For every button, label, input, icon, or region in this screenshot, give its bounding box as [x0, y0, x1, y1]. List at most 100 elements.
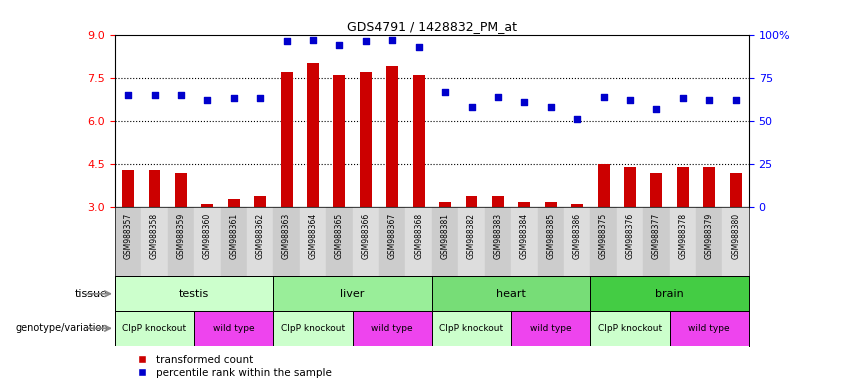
Text: GSM988362: GSM988362: [255, 213, 265, 259]
Bar: [405, 207, 431, 276]
Point: [333, 42, 346, 48]
Point: [254, 95, 267, 101]
Text: brain: brain: [655, 289, 684, 299]
Bar: [228, 199, 240, 207]
Bar: [352, 311, 431, 346]
Bar: [591, 311, 670, 346]
Text: GSM988367: GSM988367: [388, 213, 397, 259]
Text: GSM988361: GSM988361: [229, 213, 238, 259]
Bar: [273, 311, 352, 346]
Bar: [281, 72, 293, 207]
Bar: [334, 75, 346, 207]
Title: GDS4791 / 1428832_PM_at: GDS4791 / 1428832_PM_at: [347, 20, 517, 33]
Text: GSM988382: GSM988382: [467, 213, 476, 259]
Bar: [617, 207, 643, 276]
Point: [544, 104, 557, 110]
Bar: [431, 207, 459, 276]
Bar: [360, 72, 372, 207]
Point: [465, 104, 478, 110]
Bar: [247, 207, 273, 276]
Text: GSM988385: GSM988385: [546, 213, 555, 259]
Text: ClpP knockout: ClpP knockout: [281, 324, 345, 333]
Bar: [307, 63, 319, 207]
Point: [306, 36, 320, 43]
Bar: [729, 173, 741, 207]
Text: GSM988368: GSM988368: [414, 213, 423, 259]
Bar: [439, 202, 451, 207]
Point: [438, 88, 452, 94]
Bar: [591, 276, 749, 311]
Text: GSM988364: GSM988364: [309, 213, 317, 259]
Bar: [413, 75, 425, 207]
Text: tissue: tissue: [75, 289, 108, 299]
Point: [386, 36, 399, 43]
Bar: [168, 207, 194, 276]
Point: [280, 38, 294, 45]
Text: GSM988379: GSM988379: [705, 213, 714, 259]
Text: genotype/variation: genotype/variation: [15, 323, 108, 333]
Bar: [538, 207, 564, 276]
Point: [227, 95, 241, 101]
Text: GSM988378: GSM988378: [678, 213, 688, 259]
Point: [702, 97, 716, 103]
Point: [728, 97, 742, 103]
Text: wild type: wild type: [213, 324, 254, 333]
Point: [174, 92, 188, 98]
Text: GSM988384: GSM988384: [520, 213, 528, 259]
Text: GSM988376: GSM988376: [625, 213, 635, 259]
Bar: [465, 196, 477, 207]
Bar: [300, 207, 326, 276]
Bar: [670, 207, 696, 276]
Bar: [220, 207, 247, 276]
Bar: [431, 311, 511, 346]
Bar: [650, 173, 662, 207]
Point: [148, 92, 162, 98]
Bar: [492, 196, 504, 207]
Text: GSM988377: GSM988377: [652, 213, 661, 259]
Point: [412, 43, 426, 50]
Bar: [511, 311, 591, 346]
Bar: [123, 170, 134, 207]
Point: [570, 116, 584, 122]
Bar: [175, 173, 187, 207]
Bar: [115, 311, 194, 346]
Bar: [643, 207, 670, 276]
Point: [201, 97, 214, 103]
Bar: [141, 207, 168, 276]
Text: GSM988358: GSM988358: [150, 213, 159, 259]
Bar: [677, 167, 688, 207]
Text: ClpP knockout: ClpP knockout: [123, 324, 186, 333]
Bar: [703, 167, 715, 207]
Text: GSM988360: GSM988360: [203, 213, 212, 259]
Bar: [571, 205, 583, 207]
Bar: [149, 170, 161, 207]
Bar: [545, 202, 557, 207]
Text: wild type: wild type: [371, 324, 413, 333]
Bar: [254, 196, 266, 207]
Text: GSM988363: GSM988363: [282, 213, 291, 259]
Text: liver: liver: [340, 289, 365, 299]
Bar: [591, 207, 617, 276]
Bar: [115, 276, 273, 311]
Point: [623, 97, 637, 103]
Bar: [194, 311, 273, 346]
Point: [517, 99, 531, 105]
Text: GSM988359: GSM988359: [176, 213, 186, 259]
Point: [122, 92, 135, 98]
Bar: [518, 202, 530, 207]
Text: GSM988357: GSM988357: [123, 213, 133, 259]
Bar: [326, 207, 352, 276]
Text: GSM988386: GSM988386: [573, 213, 582, 259]
Point: [597, 94, 610, 100]
Bar: [386, 66, 398, 207]
Text: GSM988366: GSM988366: [362, 213, 370, 259]
Text: heart: heart: [496, 289, 526, 299]
Point: [359, 38, 373, 45]
Text: testis: testis: [179, 289, 209, 299]
Bar: [431, 276, 591, 311]
Text: ClpP knockout: ClpP knockout: [439, 324, 504, 333]
Bar: [670, 311, 749, 346]
Bar: [115, 207, 141, 276]
Bar: [696, 207, 722, 276]
Bar: [597, 164, 609, 207]
